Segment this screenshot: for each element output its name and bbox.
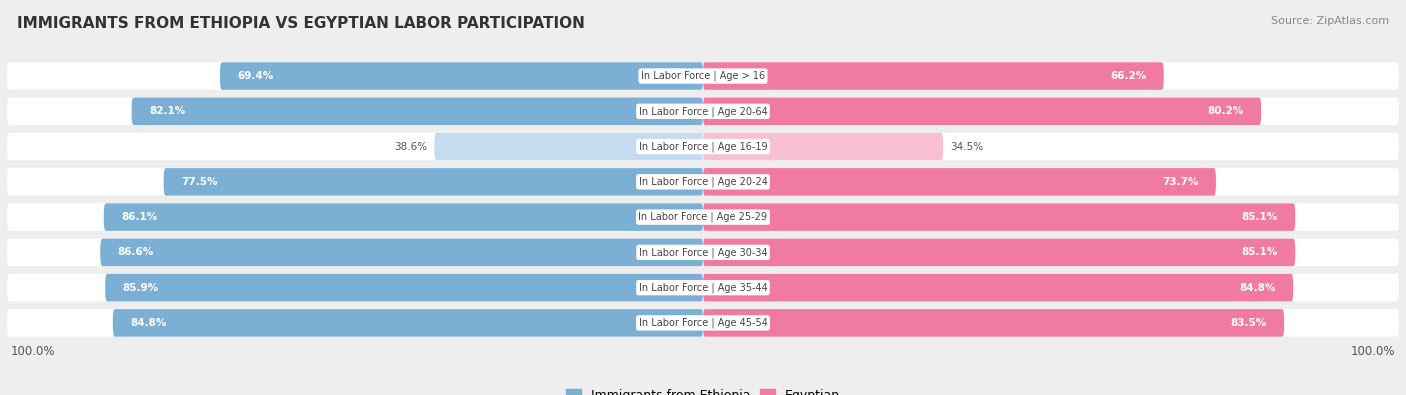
- Text: 38.6%: 38.6%: [394, 141, 427, 152]
- Text: 69.4%: 69.4%: [238, 71, 274, 81]
- Text: In Labor Force | Age > 16: In Labor Force | Age > 16: [641, 71, 765, 81]
- Text: 73.7%: 73.7%: [1161, 177, 1198, 187]
- FancyBboxPatch shape: [703, 274, 1399, 301]
- Text: In Labor Force | Age 45-54: In Labor Force | Age 45-54: [638, 318, 768, 328]
- Legend: Immigrants from Ethiopia, Egyptian: Immigrants from Ethiopia, Egyptian: [561, 384, 845, 395]
- Text: 84.8%: 84.8%: [131, 318, 166, 328]
- FancyBboxPatch shape: [7, 62, 703, 90]
- FancyBboxPatch shape: [703, 168, 1216, 196]
- FancyBboxPatch shape: [7, 63, 1399, 89]
- Text: 84.8%: 84.8%: [1240, 283, 1275, 293]
- FancyBboxPatch shape: [703, 98, 1399, 125]
- Text: 85.1%: 85.1%: [1241, 212, 1278, 222]
- FancyBboxPatch shape: [7, 133, 703, 160]
- FancyBboxPatch shape: [703, 309, 1284, 337]
- Text: 34.5%: 34.5%: [950, 141, 983, 152]
- Text: In Labor Force | Age 35-44: In Labor Force | Age 35-44: [638, 282, 768, 293]
- FancyBboxPatch shape: [219, 62, 703, 90]
- Text: 85.1%: 85.1%: [1241, 247, 1278, 258]
- FancyBboxPatch shape: [703, 133, 943, 160]
- Text: 80.2%: 80.2%: [1208, 106, 1244, 116]
- Text: 82.1%: 82.1%: [149, 106, 186, 116]
- FancyBboxPatch shape: [132, 98, 703, 125]
- Text: In Labor Force | Age 20-64: In Labor Force | Age 20-64: [638, 106, 768, 117]
- FancyBboxPatch shape: [703, 274, 1294, 301]
- FancyBboxPatch shape: [7, 204, 1399, 231]
- FancyBboxPatch shape: [434, 133, 703, 160]
- Text: 77.5%: 77.5%: [181, 177, 218, 187]
- FancyBboxPatch shape: [112, 309, 703, 337]
- FancyBboxPatch shape: [703, 98, 1261, 125]
- FancyBboxPatch shape: [7, 239, 703, 266]
- FancyBboxPatch shape: [7, 168, 703, 196]
- FancyBboxPatch shape: [105, 274, 703, 301]
- Text: 100.0%: 100.0%: [10, 345, 55, 358]
- FancyBboxPatch shape: [7, 98, 1399, 125]
- FancyBboxPatch shape: [703, 133, 1399, 160]
- FancyBboxPatch shape: [703, 203, 1399, 231]
- Text: 66.2%: 66.2%: [1111, 71, 1146, 81]
- FancyBboxPatch shape: [7, 203, 703, 231]
- FancyBboxPatch shape: [703, 168, 1399, 196]
- FancyBboxPatch shape: [7, 274, 703, 301]
- FancyBboxPatch shape: [703, 239, 1295, 266]
- Text: Source: ZipAtlas.com: Source: ZipAtlas.com: [1271, 16, 1389, 26]
- Text: In Labor Force | Age 20-24: In Labor Force | Age 20-24: [638, 177, 768, 187]
- Text: IMMIGRANTS FROM ETHIOPIA VS EGYPTIAN LABOR PARTICIPATION: IMMIGRANTS FROM ETHIOPIA VS EGYPTIAN LAB…: [17, 16, 585, 31]
- Text: 100.0%: 100.0%: [1351, 345, 1396, 358]
- FancyBboxPatch shape: [163, 168, 703, 196]
- FancyBboxPatch shape: [7, 133, 1399, 160]
- Text: In Labor Force | Age 25-29: In Labor Force | Age 25-29: [638, 212, 768, 222]
- Text: 85.9%: 85.9%: [122, 283, 159, 293]
- FancyBboxPatch shape: [7, 310, 1399, 336]
- FancyBboxPatch shape: [7, 309, 703, 337]
- Text: 83.5%: 83.5%: [1230, 318, 1267, 328]
- Text: 86.1%: 86.1%: [121, 212, 157, 222]
- FancyBboxPatch shape: [703, 203, 1295, 231]
- FancyBboxPatch shape: [703, 239, 1399, 266]
- FancyBboxPatch shape: [7, 239, 1399, 266]
- FancyBboxPatch shape: [7, 98, 703, 125]
- FancyBboxPatch shape: [7, 274, 1399, 301]
- Text: In Labor Force | Age 16-19: In Labor Force | Age 16-19: [638, 141, 768, 152]
- FancyBboxPatch shape: [703, 309, 1399, 337]
- Text: 86.6%: 86.6%: [118, 247, 153, 258]
- FancyBboxPatch shape: [703, 62, 1399, 90]
- FancyBboxPatch shape: [7, 168, 1399, 195]
- FancyBboxPatch shape: [104, 203, 703, 231]
- Text: In Labor Force | Age 30-34: In Labor Force | Age 30-34: [638, 247, 768, 258]
- FancyBboxPatch shape: [703, 62, 1164, 90]
- FancyBboxPatch shape: [100, 239, 703, 266]
